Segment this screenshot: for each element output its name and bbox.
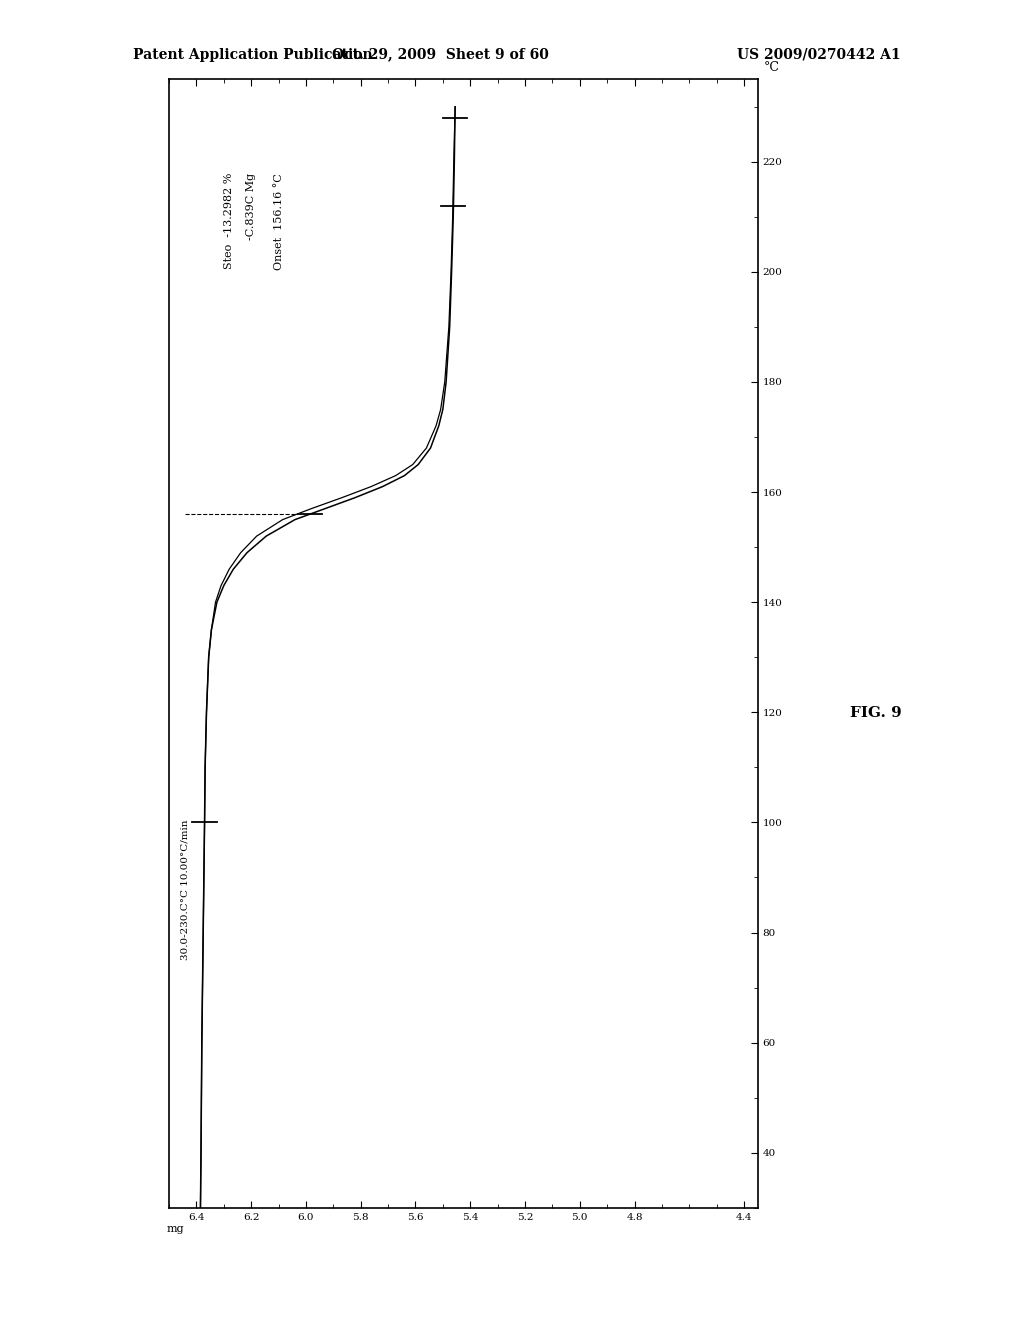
Text: Onset  156.16 °C: Onset 156.16 °C — [273, 173, 284, 269]
Text: 30.0-230.C°C 10.00°C/min: 30.0-230.C°C 10.00°C/min — [181, 820, 189, 960]
Text: US 2009/0270442 A1: US 2009/0270442 A1 — [737, 48, 901, 62]
Text: Patent Application Publication: Patent Application Publication — [133, 48, 373, 62]
Text: FIG. 9: FIG. 9 — [850, 706, 901, 719]
Text: -C.839C Mg: -C.839C Mg — [246, 173, 256, 240]
Text: mg: mg — [166, 1225, 184, 1234]
Text: °C: °C — [764, 61, 779, 74]
Text: Oct. 29, 2009  Sheet 9 of 60: Oct. 29, 2009 Sheet 9 of 60 — [332, 48, 549, 62]
Text: Steo  -13.2982 %: Steo -13.2982 % — [224, 173, 234, 269]
